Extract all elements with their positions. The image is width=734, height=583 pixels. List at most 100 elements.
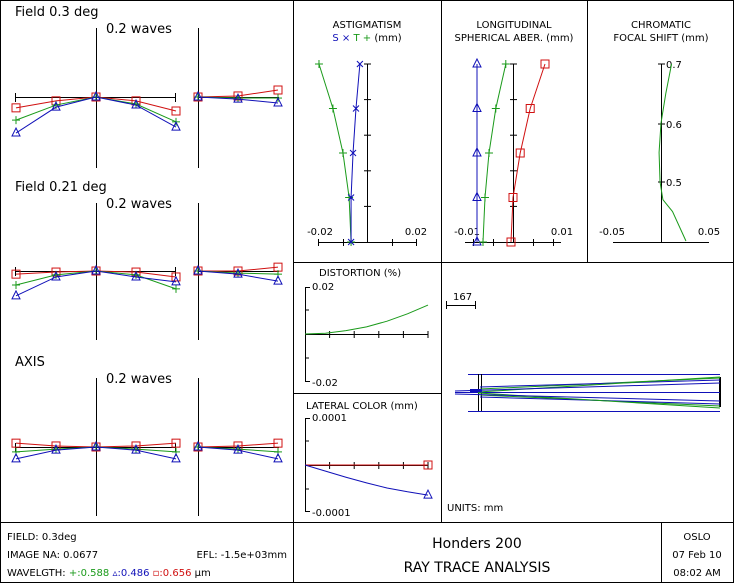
tangential-fan-blue [15, 446, 177, 460]
plus-marker [328, 104, 337, 113]
x-marker [352, 105, 360, 112]
triangle-shape [193, 440, 203, 451]
square-marker [506, 237, 516, 247]
triangle-shape [171, 120, 181, 131]
footer-field: FIELD: 0.3deg [7, 532, 77, 543]
triangle-shape [51, 101, 61, 111]
lsa-title: LONGITUDINAL [476, 20, 552, 31]
sagittal-fan-blue [197, 270, 279, 282]
square-marker [171, 272, 181, 282]
plus-marker [12, 281, 20, 289]
plus-marker [234, 269, 242, 278]
plus-marker [479, 238, 487, 246]
tri-marker [11, 289, 21, 300]
obscuration [470, 389, 482, 392]
tri-marker [171, 275, 181, 286]
footer-wavelength: WAVELGTH: +:0.588 ▵:0.486 ▫:0.656 µm [7, 568, 211, 579]
fan-title: AXIS [15, 355, 45, 370]
triangle-shape [273, 275, 283, 285]
footer-image-na: IMAGE NA: 0.0677 [7, 550, 98, 561]
triangle-shape [131, 270, 141, 281]
triangle-shape [233, 92, 243, 103]
plus-marker [485, 149, 493, 157]
x-b [356, 60, 364, 68]
square-shape [423, 460, 433, 470]
triangle-shape [131, 98, 141, 109]
wavelength-3: ▫:0.656 [153, 568, 192, 579]
square-shape [508, 193, 518, 202]
tri-marker [273, 452, 283, 463]
triangle-shape [273, 96, 283, 107]
square-marker [171, 106, 181, 116]
plus-marker [234, 445, 242, 454]
fan-title: Field 0.21 deg [15, 180, 107, 195]
tri-marker [472, 57, 482, 68]
square-shape [171, 438, 181, 448]
program-name: OSLO [683, 532, 710, 543]
plus-marker [132, 445, 140, 454]
longitudinal-spherical-plot: LONGITUDINAL SPHERICAL ABER. (mm) -0.01 … [454, 20, 574, 247]
ray [479, 379, 721, 388]
plus-marker [234, 94, 242, 103]
distortion-title: DISTORTION (%) [319, 268, 401, 279]
square-marker [540, 59, 550, 69]
triangle-shape [472, 102, 482, 112]
tri-marker [51, 270, 61, 281]
tri-marker [131, 270, 141, 281]
triangle-shape [193, 264, 203, 275]
tri-marker [11, 452, 21, 463]
tri-marker [233, 268, 243, 278]
fan-scale-label: 0.2 waves [106, 197, 172, 212]
x-b [352, 105, 360, 112]
tri-marker [233, 92, 243, 103]
tri-marker [193, 440, 203, 451]
square-shape [11, 438, 21, 448]
tri-marker [472, 191, 482, 201]
tri-marker [131, 98, 141, 109]
triangle-shape [233, 268, 243, 278]
plus-marker [338, 149, 347, 157]
cfs-title: CHROMATIC [631, 20, 691, 31]
x-b [349, 149, 357, 157]
triangle-shape [233, 444, 243, 454]
square-shape [171, 106, 181, 116]
legend-plus-marker: + [363, 33, 371, 44]
fan-scale-label: 0.2 waves [106, 22, 172, 37]
x-tick-label: -0.02 [307, 227, 333, 238]
tri-marker [423, 488, 433, 499]
square-marker [11, 438, 21, 448]
x-b [347, 194, 355, 201]
legend-t: T [352, 33, 360, 44]
x-tick-label: 0.02 [405, 227, 427, 238]
square-marker [525, 104, 535, 113]
astigmatism-plot: ASTIGMATISM S × T + (mm) -0.02 0.02 [307, 20, 427, 246]
units-label: UNITS: mm [447, 503, 503, 514]
scale-bar [446, 301, 476, 309]
tri-marker [171, 120, 181, 131]
tri-marker [472, 102, 482, 112]
y-tick-label: 0.6 [666, 120, 682, 131]
tri-marker [233, 444, 243, 454]
square-marker [515, 148, 525, 158]
x-marker [356, 60, 364, 68]
square-shape [540, 59, 550, 69]
x-tick-label: -0.01 [454, 227, 480, 238]
plus-marker [132, 100, 140, 108]
series-0.656 [510, 63, 546, 243]
legend-s: S [332, 33, 338, 44]
sagittal-fan-blue [197, 446, 279, 460]
tri-marker [91, 90, 101, 101]
y-tick-label: 0.0001 [312, 413, 347, 424]
plus-marker [172, 284, 180, 293]
astigmatism-title: ASTIGMATISM [333, 20, 402, 31]
ray-fan-panel: AXIS 0.2 waves [11, 355, 283, 516]
ray-fan-panel: Field 0.3 deg 0.2 waves [11, 5, 283, 168]
tri-marker [273, 96, 283, 107]
x-tick-label: 0.01 [551, 227, 573, 238]
square-marker [11, 103, 21, 113]
triangle-shape [472, 146, 482, 157]
ray [454, 382, 721, 392]
x-marker [347, 194, 355, 201]
chromatic-focal-shift-plot: CHROMATIC FOCAL SHIFT (mm) -0.05 0.05 0.… [599, 20, 720, 243]
triangle-shape [11, 289, 21, 300]
